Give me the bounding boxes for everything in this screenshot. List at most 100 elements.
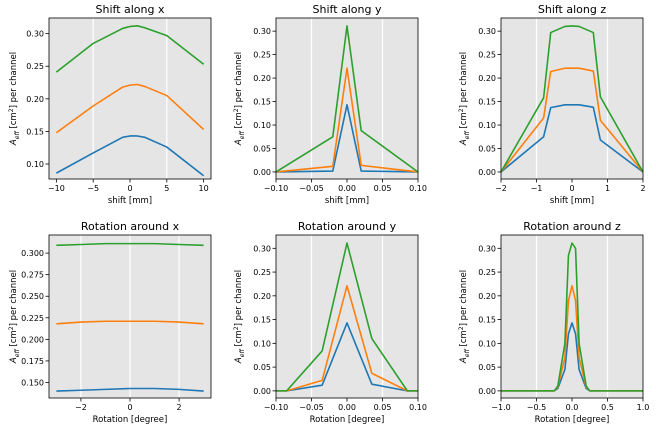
y-axis-label-mid: [cm [234, 112, 244, 131]
series-line-3 [275, 25, 419, 173]
x-tick-label: 0.05 [374, 403, 392, 412]
y-axis-label: Aeff [cm2] per channel [233, 52, 246, 146]
y-axis-label-sub: eff [14, 131, 21, 140]
plot-area [276, 235, 418, 398]
y-axis-label-main: A [234, 357, 244, 364]
x-tick-label: 5 [164, 184, 169, 193]
x-tick-label: 0 [127, 403, 132, 412]
y-axis-label-main: A [234, 139, 244, 146]
y-tick-label: 0.10 [478, 121, 496, 130]
y-tick-label: 0.30 [478, 27, 496, 36]
x-tick-label: −0.05 [299, 184, 324, 193]
panel-1: −10 −5 0 5 10 0.10 0.15 0.20 0.25 0.30 Shift along… [8, 3, 212, 206]
series-line-3 [501, 242, 643, 392]
panel-title: Rotation around z [523, 220, 621, 233]
y-tick-label: 0.25 [26, 62, 44, 71]
x-tick-label: −2 [75, 403, 87, 412]
panel-2: −0.10 −0.05 0.00 0.05 0.10 0.00 0.05 0.10 0.15 0.… [233, 3, 427, 206]
y-axis-label-main: A [459, 357, 469, 364]
y-tick-label: 0.15 [253, 98, 271, 107]
x-tick-label: −0.5 [527, 403, 546, 412]
panel-title: Rotation around x [81, 220, 180, 233]
series-line-3 [276, 242, 418, 392]
y-axis-label: Aeff [cm2] per channel [458, 52, 471, 146]
y-axis-label: Aeff [cm2] per channel [8, 270, 21, 364]
y-tick-label: 0.25 [478, 51, 496, 60]
series-line-1 [56, 387, 204, 392]
y-tick-label: 0.275 [21, 271, 44, 280]
y-axis-label-tail: ] per channel [459, 270, 469, 326]
y-axis-label-mid: [cm [234, 330, 244, 349]
panel-6: −1.0 −0.5 0.0 0.5 1.0 0.00 0.05 0.10 0.15 0.20 0.2… [458, 220, 649, 425]
y-axis-label-sub: eff [14, 349, 21, 358]
y-axis-label-mid: [cm [9, 112, 19, 131]
series-line-3 [500, 25, 644, 173]
y-axis-label-main: A [9, 357, 19, 364]
y-tick-label: 0.150 [21, 378, 44, 387]
y-axis-label: Aeff [cm2] per channel [458, 270, 471, 364]
y-tick-label: 0.10 [478, 339, 496, 348]
x-tick-label: 0.10 [409, 184, 427, 193]
y-axis-label-mid: [cm [459, 112, 469, 131]
x-tick-label: −0.10 [264, 184, 289, 193]
y-axis-label-sub: eff [239, 131, 246, 140]
y-tick-label: 0.25 [478, 268, 496, 277]
panel-3: −2 −1 0 1 2 0.00 0.05 0.10 0.15 0.20 0.25 0.30 Shift… [458, 3, 646, 206]
x-tick-label: −10 [48, 184, 65, 193]
y-axis-label-sub: eff [464, 349, 471, 358]
y-tick-label: 0.20 [253, 74, 271, 83]
x-tick-label: 1 [605, 184, 610, 193]
y-tick-label: 0.05 [478, 144, 496, 153]
y-tick-label: 0.00 [478, 168, 496, 177]
y-tick-label: 0.30 [26, 30, 44, 39]
x-axis-label: shift [mm] [325, 196, 369, 206]
y-tick-label: 0.175 [21, 357, 44, 366]
plot-area [276, 18, 418, 179]
x-tick-label: 0.5 [601, 403, 614, 412]
x-axis-label: shift [mm] [550, 196, 594, 206]
y-axis-label-sub: eff [239, 349, 246, 358]
y-tick-label: 0.20 [478, 74, 496, 83]
y-tick-label: 0.15 [26, 127, 44, 136]
y-axis-label-mid: [cm [9, 330, 19, 349]
y-tick-label: 0.30 [478, 244, 496, 253]
y-tick-label: 0.05 [478, 363, 496, 372]
x-tick-label: −1.0 [491, 403, 510, 412]
y-axis-label-main: A [9, 139, 19, 146]
y-axis-label-tail: ] per channel [234, 52, 244, 108]
y-tick-label: 0.200 [21, 335, 44, 344]
y-axis-label: Aeff [cm2] per channel [233, 270, 246, 364]
y-axis-label-tail: ] per channel [9, 52, 19, 108]
x-tick-label: 0.0 [566, 403, 579, 412]
panel-title: Shift along y [313, 3, 382, 16]
y-axis-label-main: A [459, 139, 469, 146]
y-tick-label: 0.30 [253, 27, 271, 36]
series-line-3 [56, 242, 204, 247]
y-tick-label: 0.05 [253, 144, 271, 153]
y-tick-label: 0.10 [253, 339, 271, 348]
series-line-2 [56, 320, 204, 325]
x-tick-label: 0 [569, 184, 574, 193]
y-tick-label: 0.15 [478, 316, 496, 325]
y-axis-label-sup: 2 [8, 108, 15, 112]
series-line-2 [500, 67, 644, 173]
x-axis-label: shift [mm] [108, 196, 152, 206]
plot-area [501, 235, 643, 398]
series-line-1 [55, 135, 205, 177]
y-axis-label-sub: eff [464, 131, 471, 140]
series-line-2 [275, 67, 419, 173]
y-tick-label: 0.300 [21, 249, 44, 258]
y-tick-label: 0.225 [21, 314, 44, 323]
x-tick-label: −2 [495, 184, 507, 193]
y-tick-label: 0.00 [253, 168, 271, 177]
series-line-1 [275, 104, 419, 173]
series-line-1 [500, 104, 644, 173]
x-tick-label: 2 [640, 184, 645, 193]
y-axis-label-tail: ] per channel [9, 270, 19, 326]
x-tick-label: −1 [531, 184, 543, 193]
y-axis-label-sup: 2 [233, 326, 240, 330]
x-tick-label: −0.05 [299, 403, 324, 412]
y-axis-label-tail: ] per channel [459, 52, 469, 108]
y-axis-label: Aeff [cm2] per channel [8, 52, 21, 146]
